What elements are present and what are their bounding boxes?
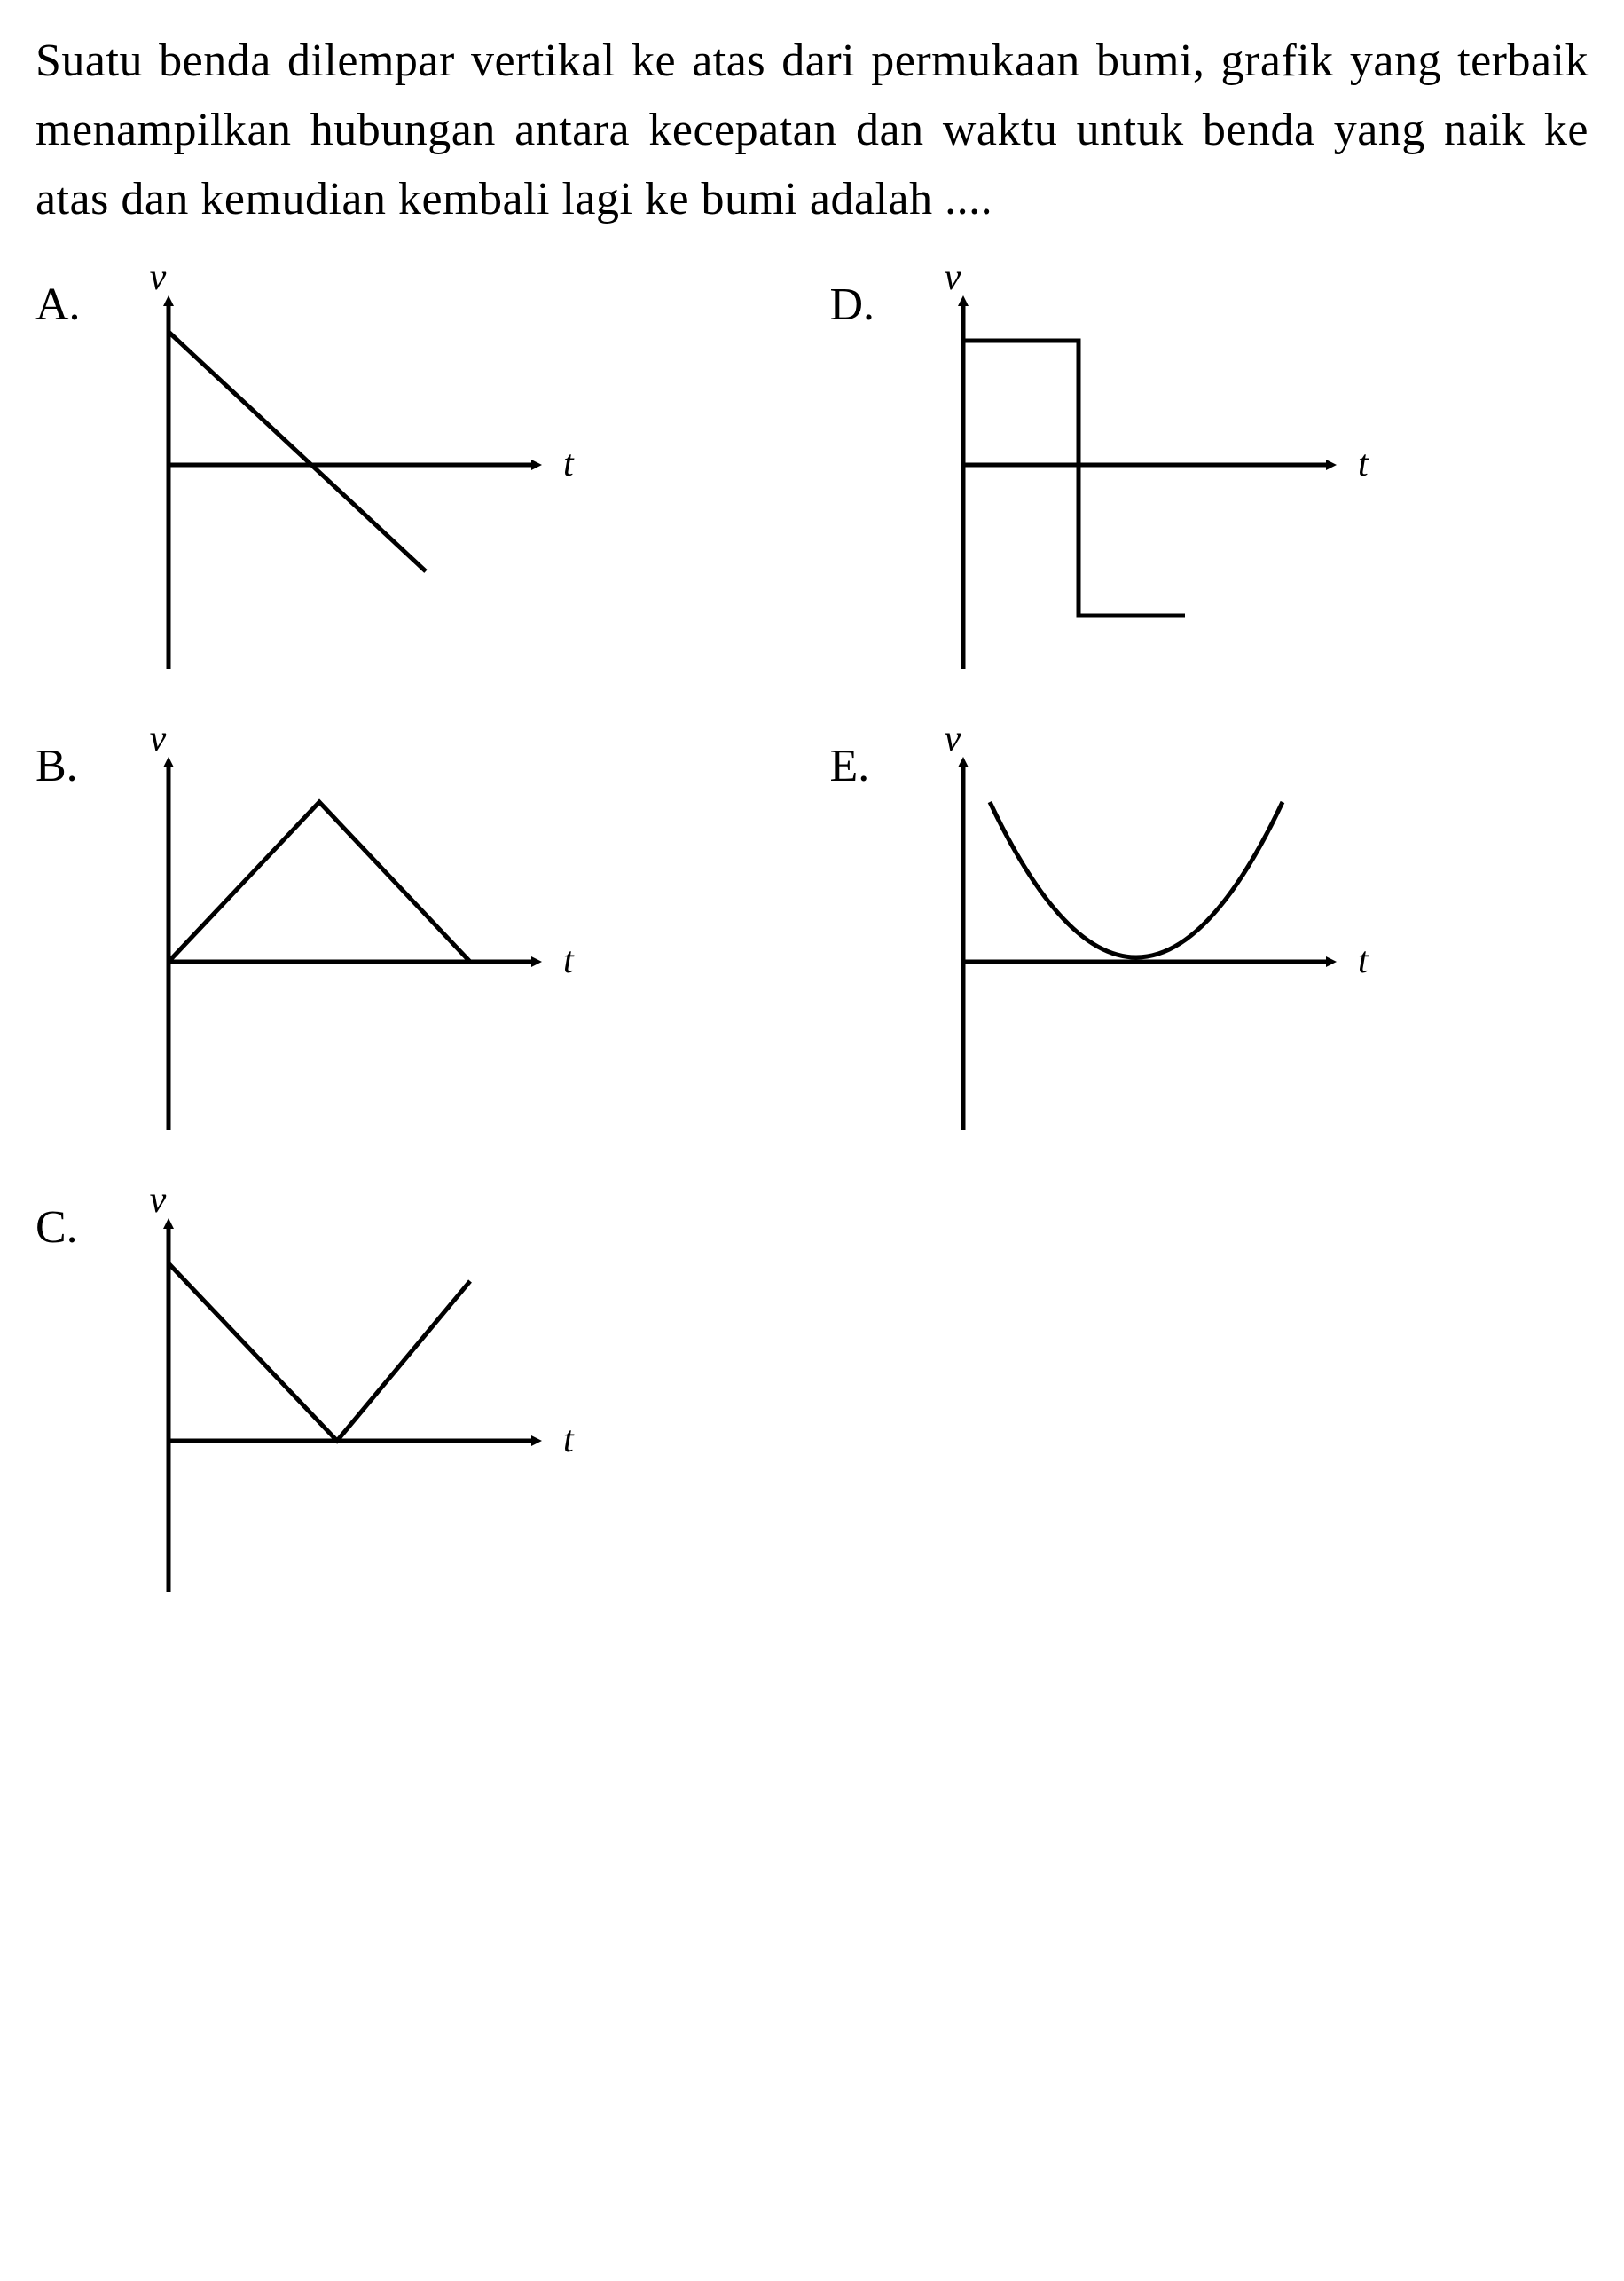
option-e-label: E. [830,740,892,792]
option-c-label: C. [35,1201,98,1254]
option-e: E. v t [830,731,1589,1157]
option-b: B. v t [35,731,795,1157]
option-b-label: B. [35,740,98,792]
graph-d: v t [910,270,1398,696]
question-text: Suatu benda dilempar vertikal ke atas da… [35,27,1589,234]
t-label: t [1358,444,1369,484]
option-c: C. v t [35,1192,795,1618]
graph-c: v t [115,1192,603,1618]
options-grid: A. v t D. [35,270,1589,1618]
option-a-label: A. [35,279,98,331]
graph-line [963,341,1185,616]
option-d: D. v t [830,270,1589,696]
v-label: v [944,257,961,298]
t-label: t [563,940,575,981]
v-label: v [150,719,167,759]
v-label: v [150,257,167,298]
t-label: t [563,444,575,484]
graph-a: v t [115,270,603,696]
v-label: v [944,719,961,759]
t-label: t [563,1420,575,1460]
graph-line [990,802,1283,957]
graph-b: v t [115,731,603,1157]
option-a: A. v t [35,270,795,696]
graph-line [169,1263,470,1441]
graph-line [169,332,426,571]
t-label: t [1358,940,1369,981]
graph-e: v t [910,731,1398,1157]
option-d-label: D. [830,279,892,331]
graph-line [169,802,470,962]
v-label: v [150,1180,167,1221]
